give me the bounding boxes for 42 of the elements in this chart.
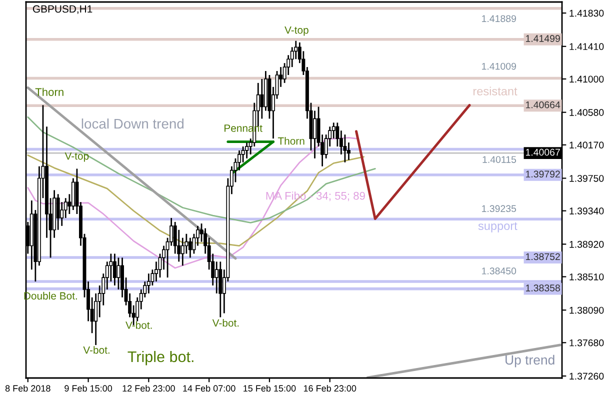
y-tick-label: 1.38510 [570,273,604,280]
ref-line-label: 1.40067 [526,148,560,156]
x-tick-label: 9 Feb 15:00 [64,384,112,392]
ref-line-label: 1.38358 [526,284,560,292]
x-tick-label: 14 Feb 07:00 [183,384,236,392]
annotation: 1.39235 [482,205,516,212]
annotation: 1.41889 [482,15,516,22]
ref-line-label: 1.41499 [526,35,560,42]
annotation: Thorn [278,137,304,145]
y-tick-label: 1.39340 [570,208,604,214]
y-tick-label: 1.41000 [570,76,604,83]
y-tick-label: 1.39750 [570,174,604,182]
x-tick-label: 16 Feb 23:00 [304,384,356,392]
annotation: 1.41009 [482,62,516,70]
y-tick-label: 1.41830 [570,10,604,17]
y-tick-label: 1.40580 [570,109,604,116]
annotation: V-top [284,26,308,36]
y-tick-label: 1.41410 [570,43,604,50]
annotation: V-bot. [83,346,110,354]
annotation: local Down trend [82,118,184,129]
x-tick-label: 12 Feb 23:00 [122,384,175,392]
y-tick-label: 1.37260 [570,372,604,380]
y-tick-label: 1.38090 [570,306,604,314]
annotation: support [478,222,518,232]
ref-line-label: 1.40664 [526,101,560,108]
annotation: Up trend [506,354,554,368]
annotation: Thorn [35,88,64,96]
annotation: Triple bot. [128,350,194,366]
annotation: V-top [64,152,89,162]
y-tick-label: 1.38920 [570,240,604,248]
ref-line-label: 1.39792 [526,170,560,178]
y-tick-label: 1.37680 [570,339,604,346]
y-tick-label: 1.40170 [570,142,604,149]
x-tick-label: 8 Feb 2018 [5,384,50,392]
annotation: V-bot. [126,321,152,329]
chart-title: GBPUSD,H1 [32,5,92,14]
ref-line-label: 1.38752 [526,253,560,260]
annotation: resistant [473,86,518,96]
annotation: 1.40115 [482,156,516,163]
x-tick-label: 15 Feb 15:00 [244,384,296,392]
annotation: 1.38450 [482,268,516,274]
annotation: V-bot. [212,319,239,327]
